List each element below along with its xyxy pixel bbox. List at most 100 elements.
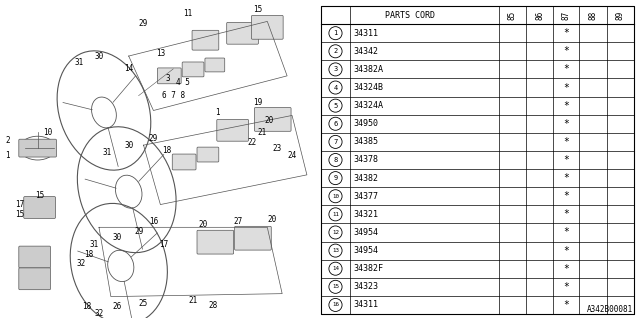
Text: 34324A: 34324A bbox=[353, 101, 383, 110]
Text: 4: 4 bbox=[333, 84, 338, 91]
FancyBboxPatch shape bbox=[197, 230, 234, 254]
Text: 34324B: 34324B bbox=[353, 83, 383, 92]
Text: 15: 15 bbox=[332, 284, 339, 289]
Text: 34323: 34323 bbox=[353, 282, 378, 291]
Text: 11: 11 bbox=[184, 9, 193, 18]
Text: 34321: 34321 bbox=[353, 210, 378, 219]
Text: *: * bbox=[563, 300, 569, 310]
Circle shape bbox=[329, 63, 342, 76]
Text: 24: 24 bbox=[287, 150, 297, 160]
Text: 34954: 34954 bbox=[353, 228, 378, 237]
Text: 20: 20 bbox=[265, 116, 274, 125]
FancyBboxPatch shape bbox=[182, 62, 204, 77]
Text: 29: 29 bbox=[149, 134, 158, 143]
FancyBboxPatch shape bbox=[19, 139, 56, 157]
Text: 30: 30 bbox=[94, 52, 104, 60]
Text: 34378: 34378 bbox=[353, 156, 378, 164]
Text: 31: 31 bbox=[102, 148, 111, 156]
Circle shape bbox=[329, 99, 342, 112]
Circle shape bbox=[329, 299, 342, 311]
Circle shape bbox=[329, 190, 342, 203]
Text: 6 7 8: 6 7 8 bbox=[162, 91, 185, 100]
Text: 34385: 34385 bbox=[353, 137, 378, 146]
Text: 34382A: 34382A bbox=[353, 65, 383, 74]
Text: 19: 19 bbox=[253, 98, 262, 107]
FancyBboxPatch shape bbox=[235, 226, 271, 250]
Text: 14: 14 bbox=[332, 266, 339, 271]
Text: *: * bbox=[563, 282, 569, 292]
Text: 34954: 34954 bbox=[353, 246, 378, 255]
Text: *: * bbox=[563, 228, 569, 237]
Text: *: * bbox=[563, 264, 569, 274]
FancyBboxPatch shape bbox=[255, 108, 291, 131]
FancyBboxPatch shape bbox=[19, 268, 51, 290]
Text: 34950: 34950 bbox=[353, 119, 378, 128]
Text: 16: 16 bbox=[332, 302, 339, 308]
Text: *: * bbox=[563, 245, 569, 256]
Text: 1: 1 bbox=[333, 30, 338, 36]
Text: 14: 14 bbox=[124, 64, 133, 73]
Text: 88: 88 bbox=[589, 11, 598, 20]
Text: 31: 31 bbox=[75, 59, 84, 68]
FancyBboxPatch shape bbox=[19, 246, 51, 268]
Text: *: * bbox=[563, 209, 569, 219]
Circle shape bbox=[329, 45, 342, 58]
Circle shape bbox=[329, 135, 342, 148]
Text: 30: 30 bbox=[124, 141, 133, 150]
Text: 3: 3 bbox=[166, 74, 171, 83]
Text: 31: 31 bbox=[90, 240, 99, 249]
FancyBboxPatch shape bbox=[227, 22, 259, 44]
Text: 3: 3 bbox=[333, 67, 338, 72]
Text: 34311: 34311 bbox=[353, 29, 378, 38]
FancyBboxPatch shape bbox=[192, 30, 219, 50]
Circle shape bbox=[329, 262, 342, 275]
Text: *: * bbox=[563, 119, 569, 129]
Circle shape bbox=[329, 117, 342, 130]
Text: *: * bbox=[563, 155, 569, 165]
Text: 30: 30 bbox=[112, 233, 122, 242]
Text: 85: 85 bbox=[508, 11, 516, 20]
Text: 29: 29 bbox=[134, 227, 143, 236]
Text: 15: 15 bbox=[253, 5, 262, 14]
Text: *: * bbox=[563, 101, 569, 111]
Circle shape bbox=[329, 172, 342, 185]
Text: 15: 15 bbox=[15, 210, 24, 219]
Text: *: * bbox=[563, 137, 569, 147]
Text: 9: 9 bbox=[333, 175, 338, 181]
Text: 34382F: 34382F bbox=[353, 264, 383, 273]
Text: 16: 16 bbox=[149, 217, 158, 226]
Text: *: * bbox=[563, 64, 569, 75]
Text: *: * bbox=[563, 46, 569, 56]
FancyBboxPatch shape bbox=[157, 68, 181, 84]
Text: 17: 17 bbox=[159, 240, 168, 249]
Text: 27: 27 bbox=[233, 217, 242, 226]
Text: *: * bbox=[563, 28, 569, 38]
Text: 13: 13 bbox=[332, 248, 339, 253]
Text: 34377: 34377 bbox=[353, 192, 378, 201]
Circle shape bbox=[329, 81, 342, 94]
Text: 29: 29 bbox=[139, 19, 148, 28]
Text: 25: 25 bbox=[139, 299, 148, 308]
Text: 32: 32 bbox=[94, 309, 104, 318]
Text: 5: 5 bbox=[333, 103, 338, 109]
FancyBboxPatch shape bbox=[252, 15, 283, 39]
Text: 28: 28 bbox=[208, 301, 218, 310]
Text: 89: 89 bbox=[616, 11, 625, 20]
Text: PARTS CORD: PARTS CORD bbox=[385, 11, 435, 20]
Text: 18: 18 bbox=[162, 146, 171, 155]
Text: 7: 7 bbox=[333, 139, 338, 145]
Text: 12: 12 bbox=[332, 230, 339, 235]
Text: 2: 2 bbox=[6, 136, 10, 145]
Text: 1: 1 bbox=[216, 108, 220, 117]
FancyBboxPatch shape bbox=[217, 119, 248, 141]
Text: 26: 26 bbox=[112, 302, 122, 311]
Text: 20: 20 bbox=[198, 220, 207, 229]
Circle shape bbox=[329, 244, 342, 257]
FancyBboxPatch shape bbox=[24, 196, 56, 219]
Text: 10: 10 bbox=[43, 128, 52, 137]
Text: 34311: 34311 bbox=[353, 300, 378, 309]
Text: 34382: 34382 bbox=[353, 174, 378, 183]
Circle shape bbox=[329, 27, 342, 40]
Text: 34342: 34342 bbox=[353, 47, 378, 56]
Text: *: * bbox=[563, 173, 569, 183]
